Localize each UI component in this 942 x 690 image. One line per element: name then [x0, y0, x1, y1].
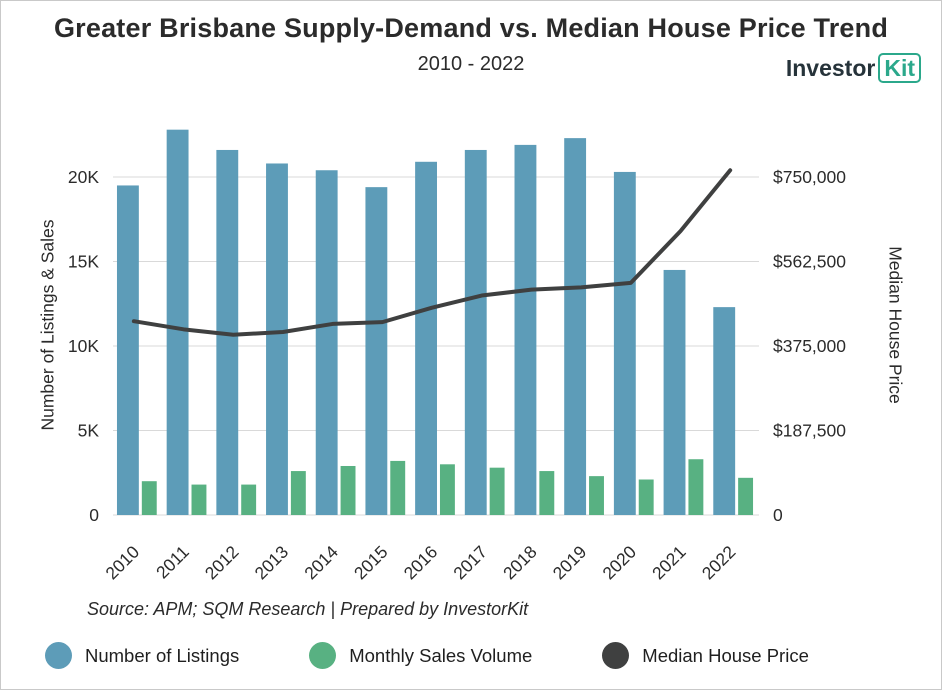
sales-bar-2010 — [141, 481, 157, 515]
left-tick-label: 15K — [68, 252, 99, 272]
sales-bar-2012 — [241, 484, 257, 515]
right-tick-label: $375,000 — [773, 336, 846, 356]
chart-header: Greater Brisbane Supply-Demand vs. Media… — [1, 1, 941, 84]
x-tick-label-2013: 2013 — [251, 542, 293, 584]
x-tick-label-2014: 2014 — [300, 542, 342, 584]
x-tick-label-2016: 2016 — [400, 542, 442, 584]
listings-bar-2017 — [464, 149, 487, 515]
left-tick-label: 0 — [89, 505, 99, 525]
median-price-line — [131, 168, 733, 337]
sales-bar-2021 — [688, 459, 704, 515]
sales-bar-2014 — [340, 465, 356, 515]
left-tick-label: 10K — [68, 336, 99, 356]
sales-bar-2016 — [439, 464, 455, 515]
sales-bar-2020 — [638, 479, 654, 515]
listings-bar-2021 — [663, 269, 686, 515]
right-tick-label: $187,500 — [773, 421, 846, 441]
left-axis-label: Number of Listings & Sales — [37, 219, 58, 431]
sales-bar-2015 — [390, 460, 406, 515]
left-tick-label: 20K — [68, 167, 99, 187]
investorkit-logo: Investor Kit — [785, 53, 921, 84]
listings-bar-2015 — [365, 187, 388, 515]
legend: Number of Listings Monthly Sales Volume Me… — [45, 642, 809, 669]
x-tick-label-2020: 2020 — [598, 542, 640, 584]
listings-bar-2011 — [166, 129, 189, 515]
sales-bar-2022 — [738, 477, 754, 515]
x-tick-label-2010: 2010 — [101, 542, 143, 584]
legend-swatch-0 — [45, 642, 72, 669]
listings-bar-2022 — [713, 307, 736, 515]
listings-bar-2013 — [266, 163, 288, 516]
x-tick-label-2018: 2018 — [499, 542, 541, 584]
x-tick-label-2019: 2019 — [549, 542, 591, 584]
sales-bar-2017 — [489, 467, 505, 515]
source-note: Source: APM; SQM Research | Prepared by … — [87, 599, 529, 619]
legend-label: Monthly Sales Volume — [349, 644, 533, 666]
right-tick-label: $562,500 — [773, 252, 846, 272]
legend-item: Median House Price — [602, 642, 809, 669]
listings-bar-2020 — [613, 171, 636, 515]
listings-bar-2010 — [116, 185, 139, 515]
right-tick-label: $750,000 — [773, 167, 846, 187]
sales-bar-2018 — [539, 471, 555, 515]
chart-area: 0 0 5K $187,500 10K $375,000 15K $562,500 20K $75… — [1, 117, 941, 587]
listings-bar-2014 — [315, 170, 338, 516]
left-tick-label: 5K — [78, 421, 100, 441]
legend-item: Number of Listings — [45, 642, 239, 669]
listings-bar-2016 — [415, 161, 437, 515]
legend-swatch-1 — [309, 642, 337, 669]
sales-bar-2019 — [589, 476, 604, 515]
sales-bar-2011 — [191, 484, 207, 515]
x-tick-label-2011: 2011 — [152, 542, 193, 583]
page-title: Greater Brisbane Supply-Demand vs. Media… — [53, 13, 889, 43]
listings-bar-2018 — [514, 144, 537, 515]
right-axis-label: Median House Price — [885, 246, 906, 404]
legend-swatch-2 — [602, 642, 630, 669]
x-tick-label-2015: 2015 — [350, 542, 392, 584]
x-tick-label-2012: 2012 — [201, 542, 243, 584]
x-tick-label-2021: 2021 — [648, 542, 690, 584]
sales-bar-2013 — [290, 471, 306, 515]
legend-item: Monthly Sales Volume — [309, 642, 532, 669]
x-tick-label-2022: 2022 — [698, 542, 740, 584]
right-tick-label: 0 — [773, 505, 783, 525]
combo-chart-svg: 0 0 5K $187,500 10K $375,000 15K $562,500 20K $75… — [68, 129, 846, 584]
x-tick-label-2017: 2017 — [449, 542, 491, 584]
logo-text-kit: Kit — [878, 53, 921, 84]
legend-label: Number of Listings — [85, 644, 240, 666]
chart-subtitle: 2010 - 2022 — [417, 53, 525, 75]
logo-text-investor: Investor — [785, 55, 876, 81]
legend-label: Median House Price — [642, 644, 809, 666]
listings-bar-2019 — [564, 138, 587, 515]
